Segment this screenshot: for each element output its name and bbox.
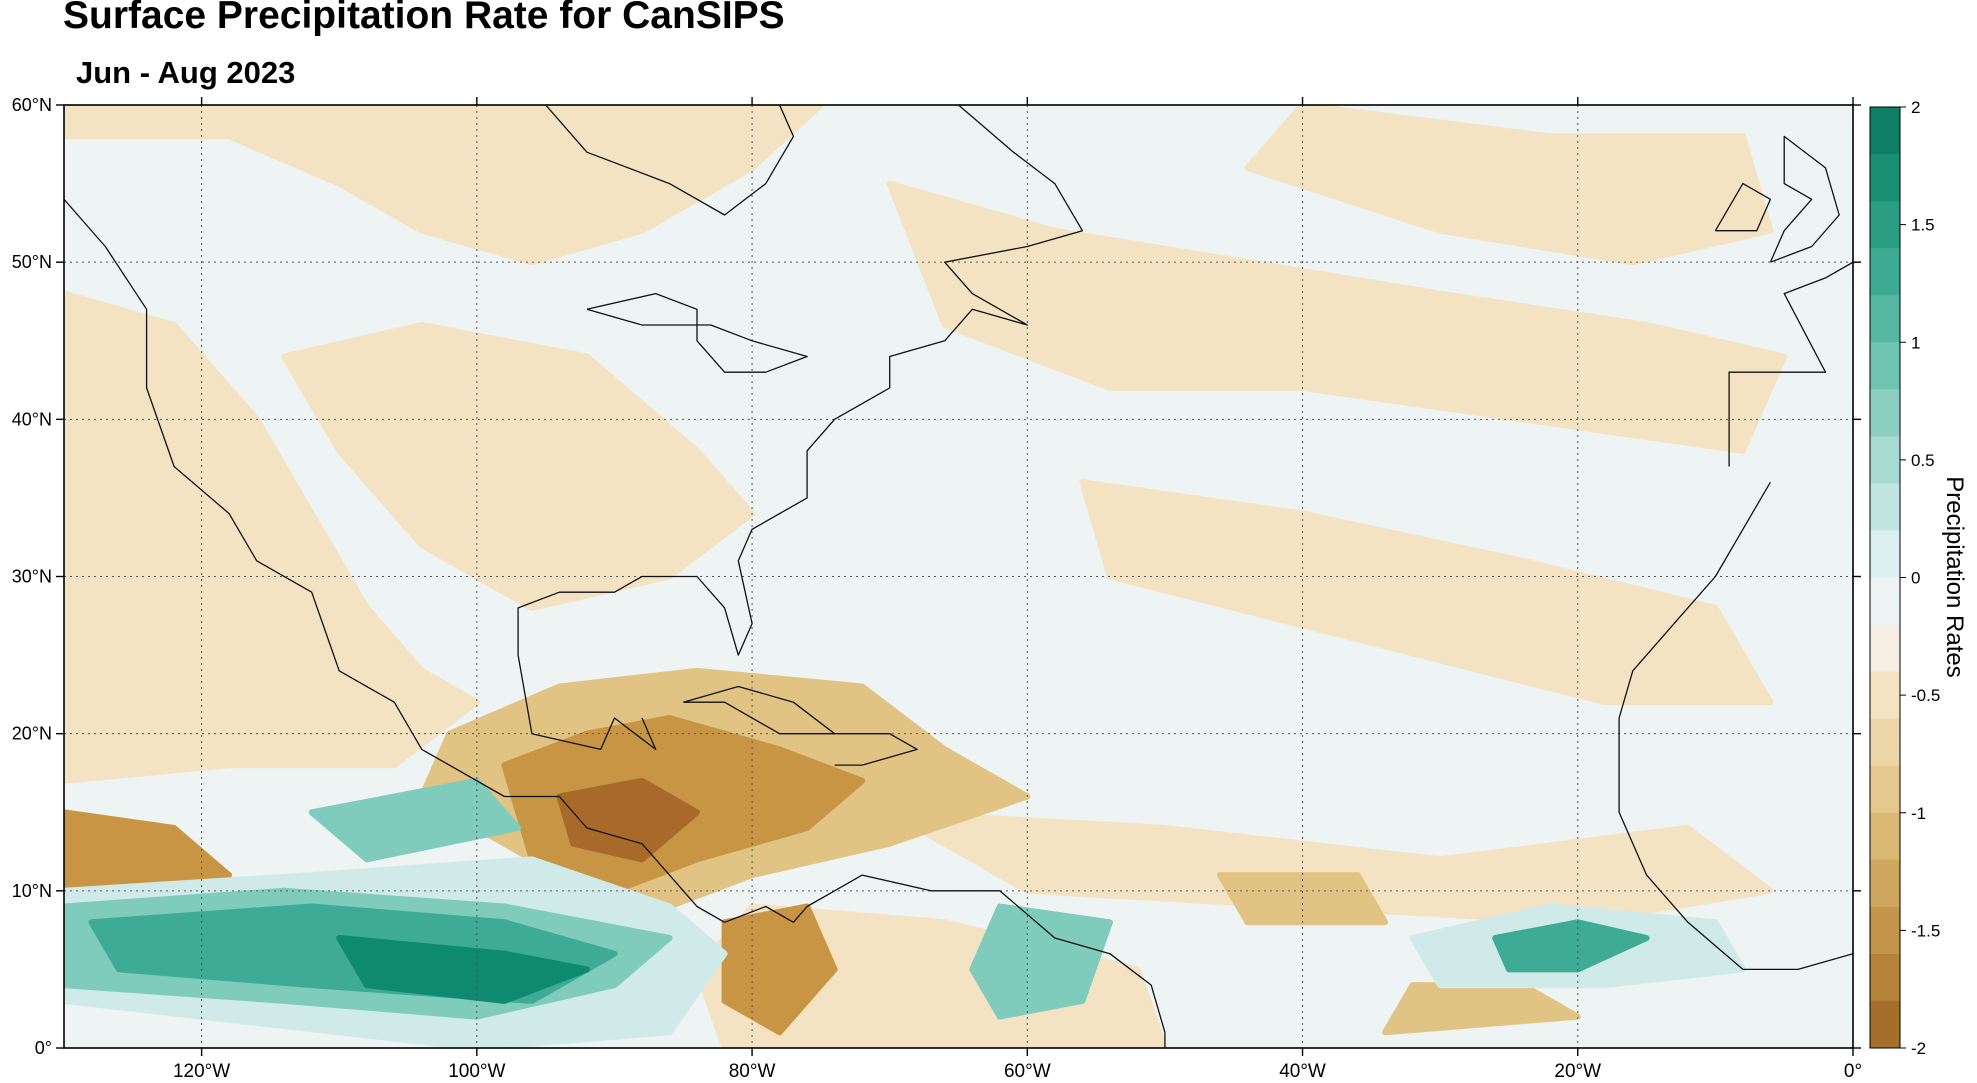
colorbar-segment: [1870, 201, 1900, 249]
lat-label: 0°: [35, 1038, 52, 1058]
coastline-europe-coast: [1728, 261, 1853, 467]
coastline-gulf-east-coast: [517, 105, 1084, 751]
colorbar-segment: [1870, 483, 1900, 531]
colorbar-segment: [1870, 624, 1900, 673]
colorbar-segment: [1870, 1000, 1900, 1049]
colorbar-segment: [1870, 577, 1900, 626]
region-north-atlantic-dry: [886, 180, 1788, 454]
coastline-south-america-coast: [792, 874, 1166, 1048]
colorbar-segment: [1870, 154, 1900, 202]
graticule: [64, 105, 1853, 1048]
colorbar-segment: [1870, 718, 1900, 767]
region-northeast-atlantic-dry: [1244, 105, 1774, 266]
colorbar-tick-label: 1: [1911, 333, 1920, 352]
colorbar-title: Precipitation Rates: [1941, 476, 1968, 677]
lat-label: 30°N: [12, 567, 52, 587]
lat-label: 40°N: [12, 409, 52, 429]
latitude-axis: 0° 10°N 20°N 30°N 40°N 50°N 60°N: [12, 95, 1861, 1058]
page-subtitle: Jun - Aug 2023: [76, 55, 296, 90]
precipitation-regions: [64, 105, 1788, 1048]
colorbar-segment: [1870, 389, 1900, 437]
lon-label: 80°W: [729, 1061, 776, 1082]
colorbar-segment: [1870, 859, 1900, 908]
colorbar-segment: [1870, 765, 1900, 814]
colorbar-segment: [1870, 953, 1900, 1002]
colorbar-tick-label: 0: [1911, 569, 1920, 588]
lon-label: 0°: [1844, 1061, 1862, 1082]
lon-label: 20°W: [1554, 1061, 1601, 1082]
region-central-atlantic-dry: [1079, 479, 1774, 706]
colorbar-tick-label: 0.5: [1911, 451, 1935, 470]
lat-label: 50°N: [12, 252, 52, 272]
colorbar-tick-label: -1: [1911, 804, 1926, 823]
colorbar-segment: [1870, 248, 1900, 296]
lon-label: 100°W: [448, 1061, 505, 1082]
colorbar-segment: [1870, 530, 1900, 578]
colorbar-tick-label: 1.5: [1911, 216, 1935, 235]
region-west-coast-dry: [64, 290, 480, 784]
colorbar-segment: [1870, 671, 1900, 720]
lon-label: 60°W: [1004, 1061, 1051, 1082]
colorbar-tick-label: -2: [1911, 1039, 1926, 1058]
coastlines: [64, 105, 1853, 1048]
coastline-british-isles: [1769, 135, 1840, 263]
colorbar-segment: [1870, 436, 1900, 484]
lat-label: 10°N: [12, 881, 52, 901]
coastline-hudson-bay: [545, 105, 795, 216]
coastline-hispaniola: [834, 733, 918, 766]
colorbar-segment: [1870, 107, 1900, 155]
region-atlantic-itcz-strong-wet: [1492, 919, 1650, 973]
colorbar-tick-label: 2: [1911, 98, 1920, 117]
lon-label: 40°W: [1279, 1061, 1326, 1082]
coastline-great-lakes: [586, 292, 808, 373]
page-title: Surface Precipitation Rate for CanSIPS: [63, 0, 785, 37]
colorbar-segment: [1870, 295, 1900, 343]
longitude-axis: 120°W 100°W 80°W 60°W 40°W 20°W 0°: [173, 97, 1862, 1082]
coastline-ireland: [1714, 182, 1772, 232]
colorbar-tick-label: -1.5: [1911, 921, 1940, 940]
colorbar-segment: [1870, 342, 1900, 390]
lat-label: 60°N: [12, 95, 52, 115]
region-amazon-coast-wet: [969, 903, 1113, 1020]
colorbar-tick-label: -0.5: [1911, 686, 1940, 705]
colorbar-segment: [1870, 812, 1900, 861]
coastline-north-america-coast: [64, 198, 794, 923]
region-west-north-america-dry: [64, 105, 824, 266]
coastline-africa-coast: [1618, 481, 1853, 971]
colorbar: 2 1.5 1 0.5 0 -0.5 -1 -1.5 -2: [1869, 98, 1940, 1058]
region-mexico-coast-wet: [308, 777, 522, 863]
lat-label: 20°N: [12, 724, 52, 744]
colorbar-segment: [1870, 906, 1900, 955]
region-great-plains-dry: [281, 322, 756, 611]
lon-label: 120°W: [173, 1061, 230, 1082]
region-central-america-severe-dry: [556, 777, 700, 863]
region-tropical-atlantic-dry: [886, 809, 1774, 926]
